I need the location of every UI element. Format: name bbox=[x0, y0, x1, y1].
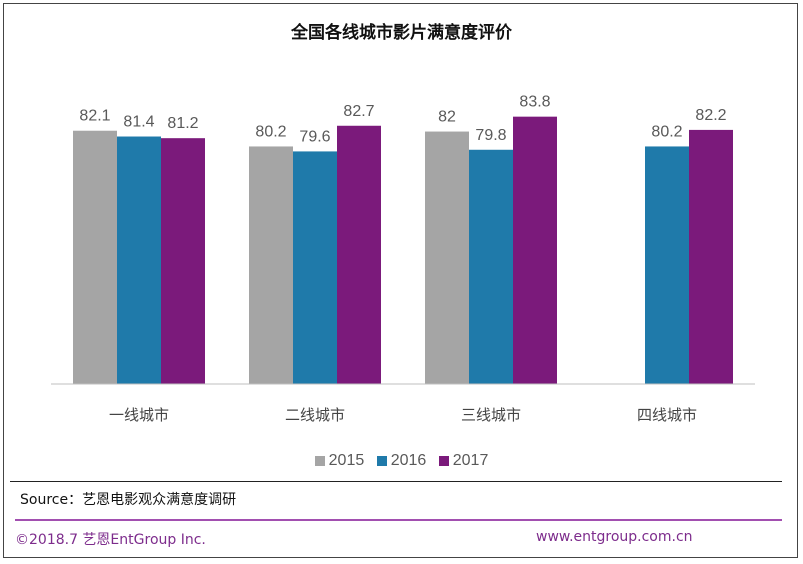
legend-label: 2015 bbox=[328, 452, 365, 469]
data-label: 80.2 bbox=[255, 123, 286, 140]
bar-2017 bbox=[161, 138, 205, 384]
data-label: 79.6 bbox=[299, 128, 330, 145]
copyright: ©2018.7 艺恩EntGroup Inc. bbox=[15, 532, 206, 548]
chart-frame bbox=[3, 3, 798, 558]
legend-label: 2017 bbox=[452, 452, 489, 469]
bar-2016 bbox=[117, 136, 161, 384]
bar-2017 bbox=[337, 125, 381, 384]
legend-label: 2016 bbox=[390, 452, 427, 469]
chart-title: 全国各线城市影片满意度评价 bbox=[291, 23, 512, 43]
bar-2015 bbox=[249, 146, 293, 384]
data-label: 81.4 bbox=[123, 114, 154, 131]
data-label: 82.1 bbox=[79, 108, 110, 125]
bar-2016 bbox=[293, 151, 337, 384]
divider-purple bbox=[15, 519, 782, 521]
x-tick-label: 三线城市 bbox=[461, 406, 521, 424]
bar-2016 bbox=[469, 149, 513, 384]
data-label: 81.2 bbox=[167, 115, 198, 132]
bar-2017 bbox=[689, 129, 733, 384]
data-label: 80.2 bbox=[651, 123, 682, 140]
data-label: 82 bbox=[438, 109, 456, 126]
x-tick-label: 四线城市 bbox=[637, 406, 697, 424]
source-note: Source：艺恩电影观众满意度调研 bbox=[20, 492, 237, 508]
data-label: 83.8 bbox=[519, 94, 550, 111]
data-label: 82.7 bbox=[343, 103, 374, 120]
bar-2015 bbox=[425, 131, 469, 384]
bar-2016 bbox=[645, 146, 689, 384]
bar-2015 bbox=[73, 130, 117, 384]
legend-swatch bbox=[376, 456, 387, 466]
legend-item-2016: 2016 bbox=[376, 452, 427, 470]
data-label: 82.2 bbox=[695, 107, 726, 124]
website-url: www.entgroup.com.cn bbox=[536, 529, 693, 545]
bar-2017 bbox=[513, 116, 557, 384]
x-tick-label: 二线城市 bbox=[285, 406, 345, 424]
legend: 2015 2016 2017 bbox=[0, 452, 803, 471]
bar-chart: 82.1 81.4 81.2 一线城市 80.2 79.6 82.7 二线城市 82 79.8 83… bbox=[51, 94, 755, 424]
legend-item-2017: 2017 bbox=[438, 452, 489, 470]
legend-swatch bbox=[438, 456, 449, 466]
divider bbox=[10, 481, 782, 482]
data-label: 79.8 bbox=[475, 127, 506, 144]
x-tick-label: 一线城市 bbox=[109, 406, 169, 424]
legend-swatch bbox=[314, 456, 325, 466]
legend-item-2015: 2015 bbox=[314, 452, 365, 470]
